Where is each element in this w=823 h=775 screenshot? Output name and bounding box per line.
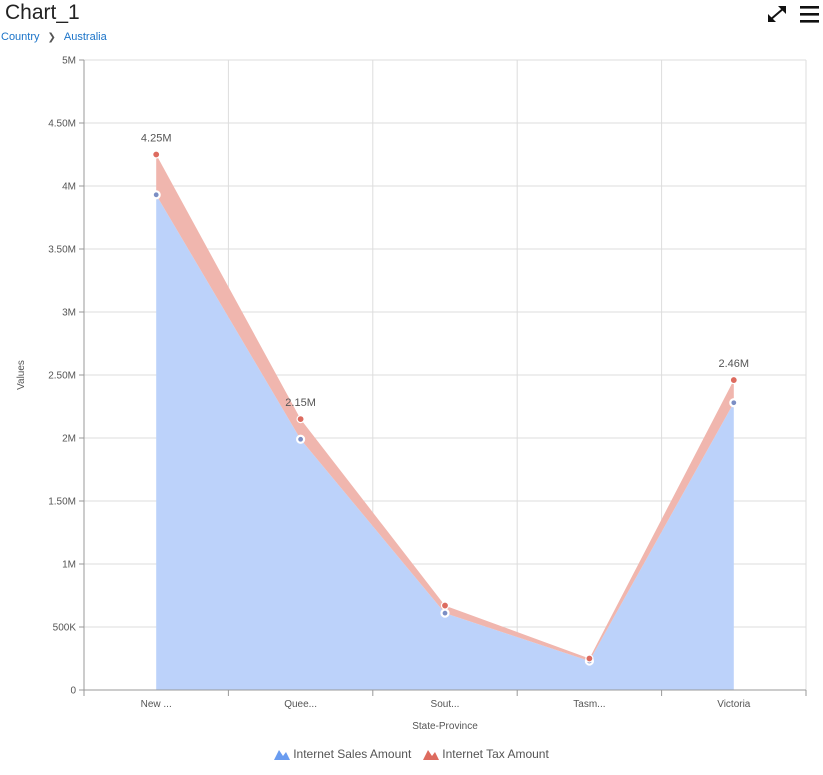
marker-internet-tax [296,415,305,424]
marker-internet-tax [440,601,450,610]
area-chart: 0 500K 1M 1.50M 2M 2.50M 3M 3.50M 4M 4.50M 5M New .… [16,56,807,732]
data-label: 4.25M [141,133,172,145]
x-tick-label: Quee... [284,699,317,710]
marker-internet-sales [440,608,450,618]
marker-internet-sales [296,434,306,444]
expand-arrows-icon[interactable] [766,4,788,24]
y-tick-label: 1M [62,560,76,571]
breadcrumb-australia[interactable]: Australia [63,31,107,43]
area-series-icon [274,750,291,760]
legend-swatch-tax [423,750,440,760]
y-tick-label: 3M [62,308,76,319]
marker-internet-tax [585,654,594,663]
legend-item-sales[interactable]: Internet Sales Amount [274,747,411,761]
x-tick-label: Victoria [717,699,751,710]
y-tick-label: 1.50M [48,497,76,508]
legend-label-tax: Internet Tax Amount [442,747,549,761]
chart-title: Chart_1 [5,1,80,24]
data-label: 2.15M [285,397,316,409]
x-axis-title: State-Province [412,721,478,732]
y-tick-label: 500K [53,623,77,634]
hamburger-menu-icon[interactable] [799,4,821,24]
area-layer [156,154,734,690]
y-tick-label: 2M [62,434,76,445]
legend-item-tax[interactable]: Internet Tax Amount [423,747,549,761]
axis-layer: 0 500K 1M 1.50M 2M 2.50M 3M 3.50M 4M 4.50M 5M New .… [48,56,807,710]
y-tick-label: 5M [62,56,76,67]
marker-internet-sales [151,190,161,200]
area-internet-sales [156,194,734,690]
marker-layer [151,150,739,666]
legend: Internet Sales Amount Internet Tax Amoun… [0,747,823,761]
marker-internet-tax [152,150,161,159]
x-tick-label: Sout... [431,699,460,710]
breadcrumb: Country ❯ Australia [1,31,107,43]
chevron-right-icon: ❯ [47,31,56,43]
y-tick-label: 3.50M [48,245,76,256]
x-tick-label: New ... [141,699,172,710]
y-tick-label: 2.50M [48,371,76,382]
legend-swatch-sales [274,750,291,760]
y-tick-label: 4.50M [48,119,76,130]
y-tick-label: 0 [70,686,76,697]
data-label: 2.46M [719,358,750,370]
area-series-icon [423,750,440,760]
y-axis-title: Values [16,360,27,390]
x-tick-label: Tasm... [573,699,605,710]
marker-internet-sales [729,398,739,408]
marker-internet-tax [729,375,738,385]
breadcrumb-country[interactable]: Country [1,31,40,43]
legend-label-sales: Internet Sales Amount [293,747,412,761]
label-layer: 4.25M 2.15M 2.46M [141,133,749,410]
y-tick-label: 4M [62,182,76,193]
